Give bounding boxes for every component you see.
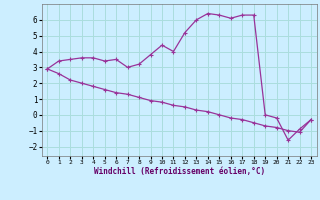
X-axis label: Windchill (Refroidissement éolien,°C): Windchill (Refroidissement éolien,°C) — [94, 167, 265, 176]
